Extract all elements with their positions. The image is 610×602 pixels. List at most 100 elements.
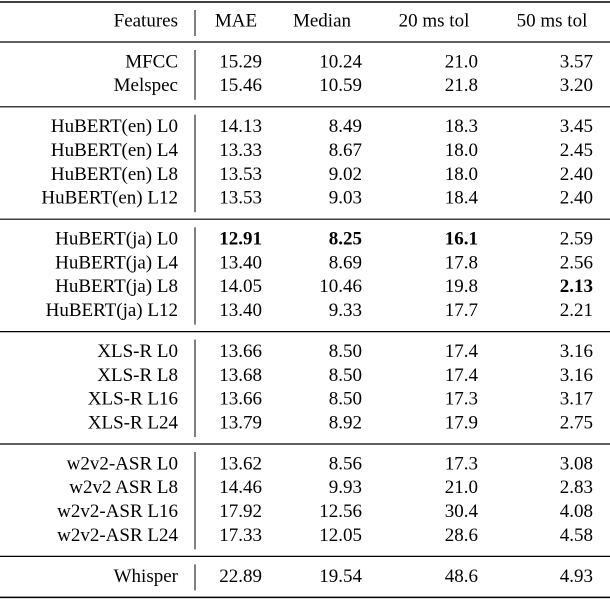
cell: 3.17 xyxy=(560,389,593,410)
cell: 13.53 xyxy=(219,188,262,209)
cell: 2.45 xyxy=(560,140,593,161)
cell: 21.0 xyxy=(445,477,478,498)
cell: 14.46 xyxy=(219,477,262,498)
header-cell: 20 ms tol xyxy=(399,10,470,31)
cell: 8.67 xyxy=(329,140,362,161)
cell: 16.1 xyxy=(445,229,478,250)
cell: 9.03 xyxy=(329,188,362,209)
cell: 2.59 xyxy=(560,229,593,250)
cell: 13.62 xyxy=(219,453,262,474)
cell: 2.21 xyxy=(560,300,593,321)
header-cell: Features xyxy=(114,10,178,31)
cell: 12.56 xyxy=(319,501,362,522)
cell: 9.93 xyxy=(329,477,362,498)
cell: 17.7 xyxy=(445,300,478,321)
cell: 2.40 xyxy=(560,164,593,185)
row-label: XLS-R L8 xyxy=(97,365,178,386)
cell: 3.20 xyxy=(560,75,593,96)
row-label: HuBERT(en) L4 xyxy=(51,140,179,161)
cell: 18.0 xyxy=(445,140,478,161)
cell: 17.4 xyxy=(445,365,479,386)
row-label: w2v2 ASR L8 xyxy=(69,477,178,498)
cell: 21.8 xyxy=(445,75,478,96)
cell: 2.56 xyxy=(560,252,593,273)
cell: 8.50 xyxy=(329,341,362,362)
cell: 13.40 xyxy=(219,300,262,321)
cell: 12.05 xyxy=(319,525,362,546)
cell: 8.50 xyxy=(329,365,362,386)
cell: 13.33 xyxy=(219,140,262,161)
row-label: XLS-R L24 xyxy=(88,412,179,433)
cell: 13.68 xyxy=(219,365,262,386)
cell: 2.83 xyxy=(560,477,593,498)
cell: 4.93 xyxy=(560,566,593,587)
cell: 8.56 xyxy=(329,453,362,474)
cell: 2.75 xyxy=(560,412,593,433)
cell: 15.46 xyxy=(219,75,262,96)
header-cell: MAE xyxy=(215,10,257,31)
row-label: XLS-R L16 xyxy=(88,389,178,410)
cell: 22.89 xyxy=(219,566,262,587)
cell: 4.08 xyxy=(560,501,593,522)
row-label: Whisper xyxy=(114,566,179,587)
cell: 12.91 xyxy=(219,229,262,250)
cell: 10.59 xyxy=(319,75,362,96)
cell: 17.33 xyxy=(219,525,262,546)
cell: 9.33 xyxy=(329,300,362,321)
cell: 2.13 xyxy=(560,276,593,297)
row-label: Melspec xyxy=(114,75,178,96)
cell: 13.66 xyxy=(219,341,262,362)
row-label: HuBERT(en) L12 xyxy=(41,188,178,209)
row-label: w2v2-ASR L24 xyxy=(57,525,178,546)
cell: 19.8 xyxy=(445,276,478,297)
row-label: XLS-R L0 xyxy=(97,341,178,362)
cell: 4.58 xyxy=(560,525,593,546)
cell: 13.40 xyxy=(219,252,262,273)
cell: 17.3 xyxy=(445,389,478,410)
row-label: MFCC xyxy=(125,51,178,72)
row-label: HuBERT(ja) L8 xyxy=(55,276,178,297)
cell: 21.0 xyxy=(445,51,478,72)
cell: 8.25 xyxy=(329,229,362,250)
row-label: HuBERT(ja) L4 xyxy=(55,252,178,273)
cell: 8.92 xyxy=(329,412,362,433)
cell: 9.02 xyxy=(329,164,362,185)
row-label: HuBERT(en) L8 xyxy=(51,164,178,185)
row-label: HuBERT(ja) L0 xyxy=(55,229,178,250)
cell: 13.66 xyxy=(219,389,262,410)
cell: 3.08 xyxy=(560,453,593,474)
cell: 18.3 xyxy=(445,116,478,137)
header-cell: Median xyxy=(293,10,352,31)
cell: 15.29 xyxy=(219,51,262,72)
cell: 17.4 xyxy=(445,341,479,362)
cell: 2.40 xyxy=(560,188,593,209)
cell: 13.79 xyxy=(219,412,262,433)
cell: 14.05 xyxy=(219,276,262,297)
cell: 3.16 xyxy=(560,341,593,362)
cell: 17.92 xyxy=(219,501,262,522)
cell: 19.54 xyxy=(319,566,362,587)
row-label: HuBERT(en) L0 xyxy=(51,116,178,137)
cell: 18.0 xyxy=(445,164,478,185)
cell: 48.6 xyxy=(445,566,478,587)
cell: 10.46 xyxy=(319,276,362,297)
cell: 3.45 xyxy=(560,116,593,137)
cell: 17.8 xyxy=(445,252,478,273)
cell: 17.9 xyxy=(445,412,478,433)
cell: 30.4 xyxy=(445,501,479,522)
cell: 3.57 xyxy=(560,51,593,72)
cell: 8.69 xyxy=(329,252,362,273)
cell: 3.16 xyxy=(560,365,593,386)
row-label: HuBERT(ja) L12 xyxy=(46,300,178,321)
cell: 17.3 xyxy=(445,453,478,474)
cell: 13.53 xyxy=(219,164,262,185)
cell: 10.24 xyxy=(319,51,362,72)
header-cell: 50 ms tol xyxy=(517,10,588,31)
cell: 14.13 xyxy=(219,116,262,137)
row-label: w2v2-ASR L16 xyxy=(57,501,178,522)
cell: 8.50 xyxy=(329,389,362,410)
row-label: w2v2-ASR L0 xyxy=(67,453,178,474)
cell: 28.6 xyxy=(445,525,478,546)
cell: 18.4 xyxy=(445,188,479,209)
